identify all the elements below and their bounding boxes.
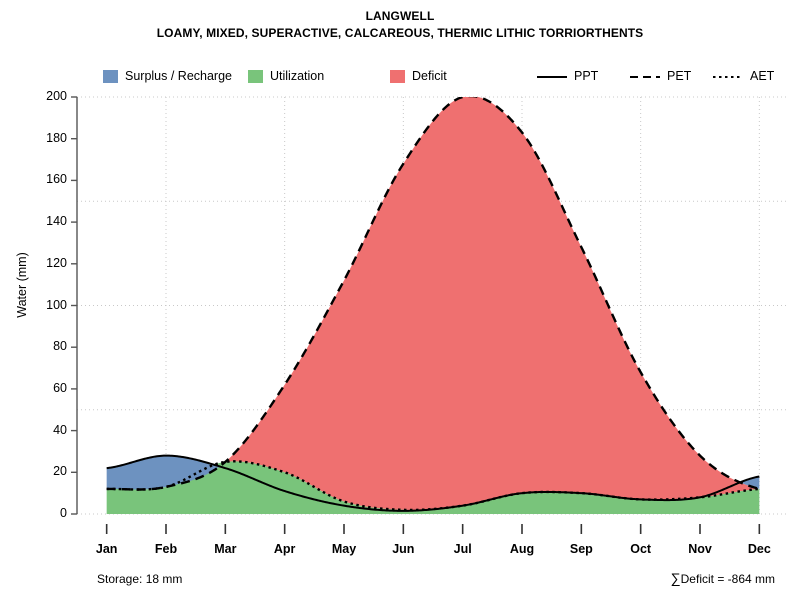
- legend-item-aet[interactable]: AET: [713, 66, 774, 86]
- x-tick-label-nov: Nov: [688, 542, 712, 556]
- pet-curve: [106, 97, 760, 491]
- y-tick-label: 120: [46, 255, 67, 270]
- y-tick-label: 200: [46, 89, 67, 103]
- legend-swatch-icon: [103, 69, 118, 83]
- x-tick-label-oct: Oct: [630, 542, 652, 556]
- y-tick-label: 100: [46, 297, 67, 312]
- legend-item-surplus-recharge[interactable]: Surplus / Recharge: [103, 66, 232, 86]
- y-tick-label: 140: [46, 214, 67, 229]
- legend-label: Deficit: [412, 69, 447, 83]
- y-tick-label: 0: [60, 506, 67, 520]
- deficit-band: [226, 97, 758, 510]
- legend-swatch-icon: [248, 69, 263, 83]
- y-tick-label: 20: [53, 464, 67, 479]
- legend-swatch-icon: [390, 69, 405, 83]
- chart-subtitle: LOAMY, MIXED, SUPERACTIVE, CALCAREOUS, T…: [156, 26, 644, 40]
- x-tick-label-jul: Jul: [453, 542, 472, 556]
- legend-item-ppt[interactable]: PPT: [537, 66, 598, 86]
- legend-line-icon: [537, 70, 567, 83]
- x-tick-label-sep: Sep: [569, 542, 593, 556]
- x-tick-label-dec: Dec: [747, 542, 771, 556]
- deficit-text: Deficit = -864 mm: [680, 572, 775, 586]
- utilization-band: [106, 461, 760, 514]
- y-tick-label: 60: [53, 380, 67, 395]
- chart-title: LANGWELL: [365, 9, 435, 23]
- y-tick-label: 180: [46, 130, 67, 145]
- legend-item-deficit[interactable]: Deficit: [390, 66, 447, 86]
- x-tick-label-feb: Feb: [154, 542, 178, 556]
- y-tick-label: 160: [46, 172, 67, 187]
- chart-title-block: LANGWELL LOAMY, MIXED, SUPERACTIVE, CALC…: [0, 8, 800, 42]
- legend-item-utilization[interactable]: Utilization: [248, 66, 324, 86]
- legend-line-icon: [713, 70, 743, 83]
- x-tick-label-may: May: [331, 542, 357, 556]
- x-tick-label-aug: Aug: [509, 542, 535, 556]
- x-tick-label-apr: Apr: [273, 542, 296, 556]
- legend-label: PET: [667, 69, 692, 83]
- legend-label: AET: [750, 69, 775, 83]
- x-tick-label-jun: Jun: [392, 542, 415, 556]
- legend-label: Surplus / Recharge: [125, 69, 233, 83]
- surplus-band: [106, 455, 760, 490]
- x-tick-label-mar: Mar: [214, 542, 237, 556]
- ppt-curve: [106, 454, 760, 512]
- y-tick-label: 40: [53, 422, 67, 437]
- deficit-annotation: ∑Deficit = -864 mm: [671, 570, 775, 586]
- chart-legend: Surplus / Recharge Utilization Deficit PPT P…: [0, 66, 800, 88]
- y-tick-label: 80: [53, 339, 67, 354]
- x-tick-label-jan: Jan: [95, 542, 118, 556]
- legend-line-icon: [630, 70, 660, 83]
- storage-annotation: Storage: 18 mm: [97, 572, 183, 586]
- sigma-icon: ∑: [670, 570, 681, 586]
- legend-label: Utilization: [270, 69, 325, 83]
- legend-item-pet[interactable]: PET: [630, 66, 691, 86]
- legend-label: PPT: [574, 69, 599, 83]
